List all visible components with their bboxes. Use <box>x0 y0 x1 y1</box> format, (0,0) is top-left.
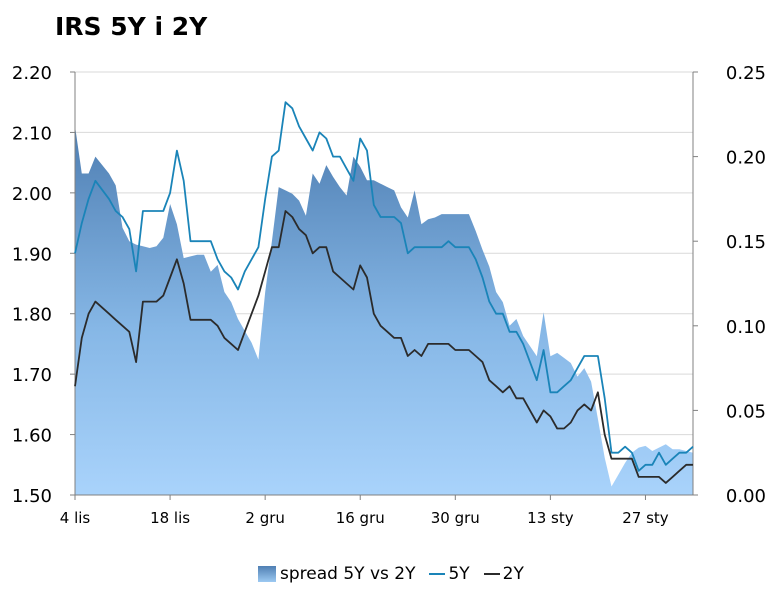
series-spread-area <box>75 126 693 495</box>
legend-item-5y: 5Y <box>429 564 470 584</box>
right-tick-label: 0.25 <box>726 63 766 84</box>
right-tick-label: 0.20 <box>726 148 766 169</box>
spread-area-layer <box>75 126 693 495</box>
axes <box>70 71 698 500</box>
left-tick-label: 2.20 <box>12 63 52 84</box>
left-tick-label: 1.80 <box>12 305 52 326</box>
lines-layer <box>74 101 694 484</box>
left-tick-label: 1.60 <box>12 426 52 447</box>
right-axis-ticks: 0.00 0.05 0.10 0.15 0.20 0.25 <box>726 63 766 507</box>
x-axis-ticks: 4 lis 18 lis 2 gru 16 gru 30 gru 13 sty 27 sty <box>60 509 669 527</box>
x-tick-label: 16 gru <box>336 509 385 527</box>
x-tick-label: 27 sty <box>622 509 669 527</box>
legend-swatch-5y <box>429 573 446 575</box>
right-tick-label: 0.10 <box>726 317 766 338</box>
legend-label-2y: 2Y <box>502 564 524 584</box>
legend-swatch-2y <box>483 573 500 575</box>
x-tick-label: 18 lis <box>150 509 190 527</box>
left-tick-label: 2.10 <box>12 123 52 144</box>
x-tick-label: 30 gru <box>431 509 480 527</box>
right-tick-label: 0.05 <box>726 401 766 422</box>
chart-title: IRS 5Y i 2Y <box>55 12 208 41</box>
legend-item-spread: spread 5Y vs 2Y <box>258 564 415 584</box>
left-axis-ticks: 1.50 1.60 1.70 1.80 1.90 2.00 2.10 2.20 <box>12 63 52 507</box>
left-tick-label: 1.70 <box>12 365 52 386</box>
left-tick-label: 1.50 <box>12 486 52 507</box>
legend-swatch-spread <box>258 566 276 582</box>
x-tick-label: 13 sty <box>527 509 574 527</box>
series-5y-line <box>74 101 694 472</box>
x-tick-label: 2 gru <box>245 509 285 527</box>
left-tick-label: 2.00 <box>12 184 52 205</box>
x-tick-label: 4 lis <box>60 509 91 527</box>
legend: spread 5Y vs 2Y 5Y 2Y <box>258 562 538 586</box>
chart-plot: 1.501.601.701.801.902.002.102.20 0.000.0… <box>12 63 766 527</box>
legend-label-spread: spread 5Y vs 2Y <box>280 564 416 584</box>
legend-item-2y: 2Y <box>483 564 524 584</box>
right-tick-label: 0.00 <box>726 486 766 507</box>
left-tick-label: 1.90 <box>12 244 52 265</box>
legend-label-5y: 5Y <box>448 564 470 584</box>
series-2y-line <box>74 210 693 484</box>
right-tick-label: 0.15 <box>726 232 766 253</box>
